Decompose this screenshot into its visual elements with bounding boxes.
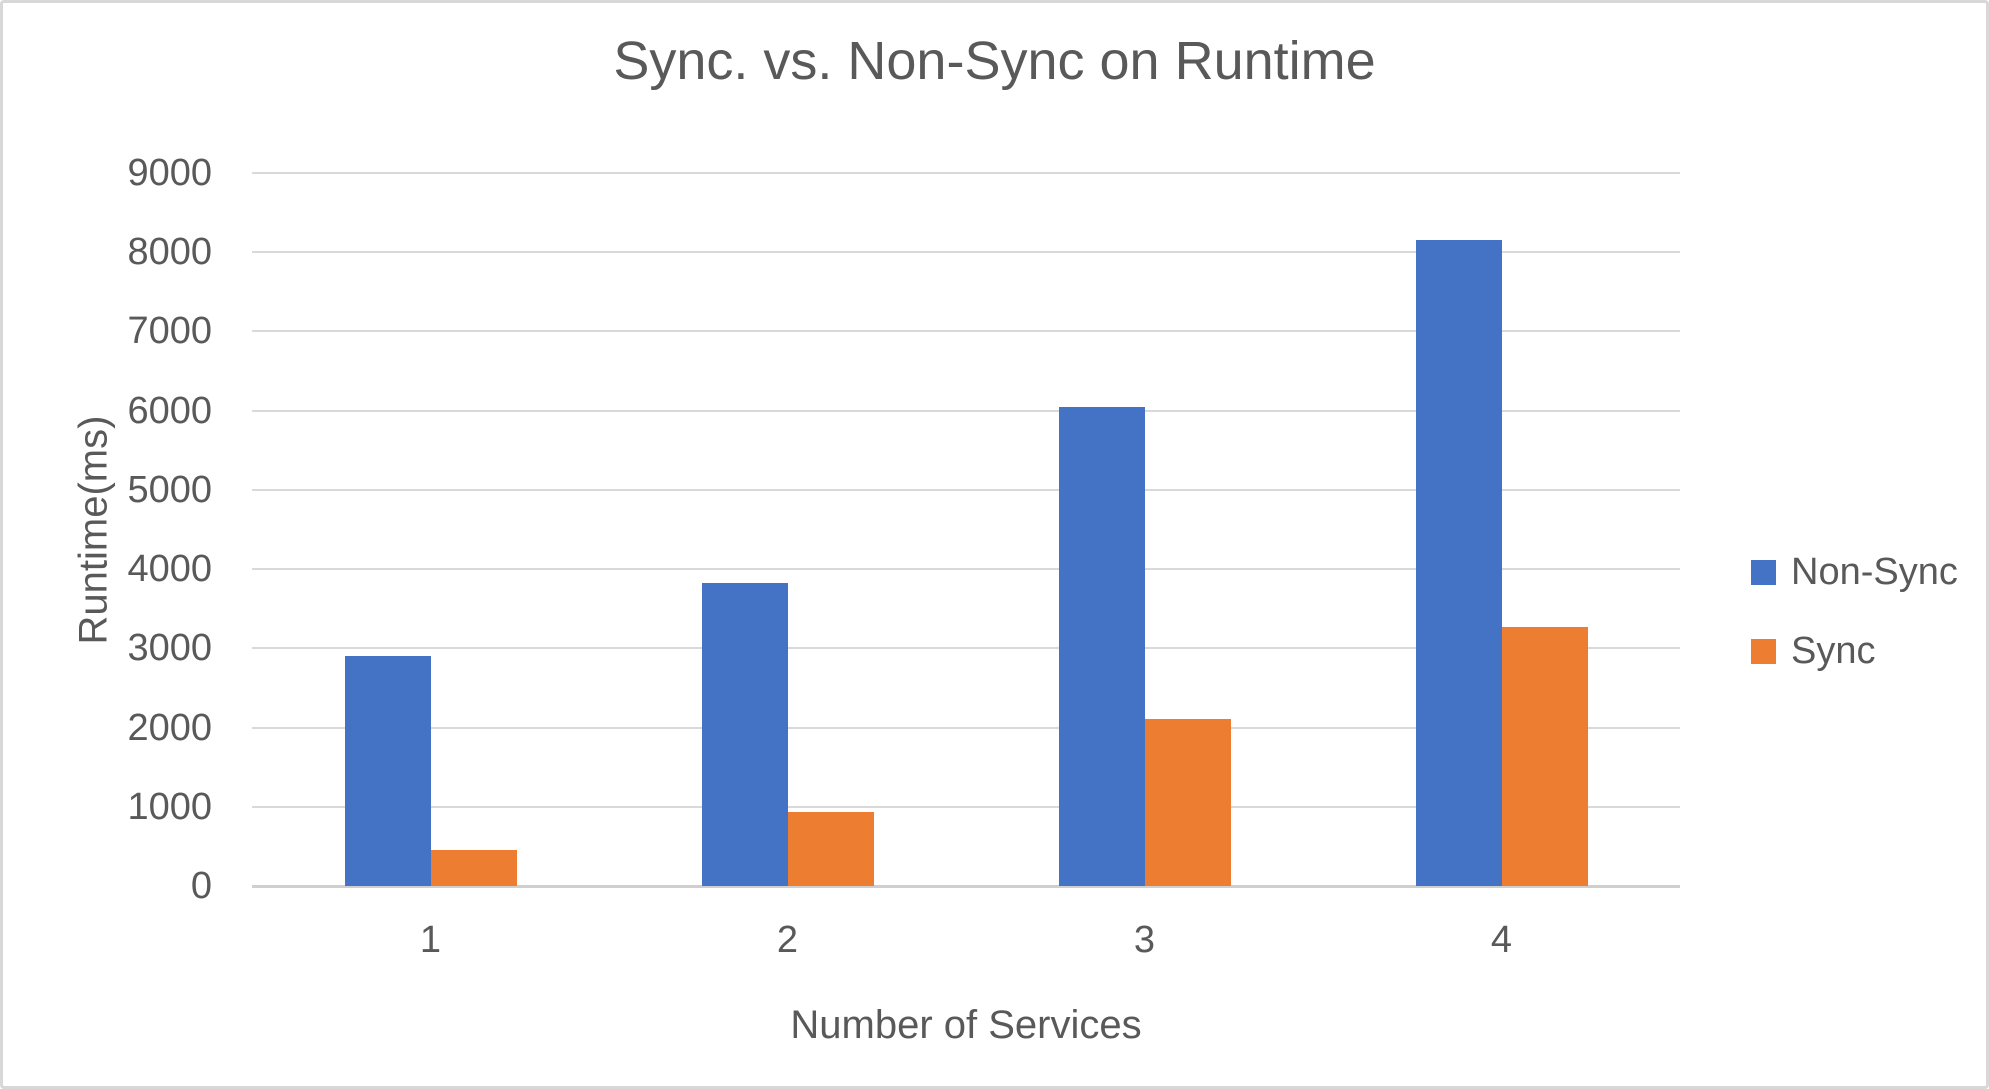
legend-item-sync: Sync: [1751, 630, 1958, 673]
y-tick-label: 3000: [127, 627, 212, 670]
x-axis-line: [252, 885, 1680, 888]
bar-sync-cat3: [1145, 719, 1231, 886]
legend-label-non-sync: Non-Sync: [1791, 551, 1958, 593]
gridline: [252, 409, 1680, 412]
bar-sync-cat4: [1502, 627, 1588, 886]
gridline: [252, 726, 1680, 729]
y-tick-label: 5000: [127, 468, 212, 511]
y-tick-label: 4000: [127, 548, 212, 591]
bar-non-sync-cat2: [702, 583, 788, 886]
x-tick-label: 3: [1133, 919, 1156, 961]
y-axis-title-area: Runtime(ms): [71, 173, 117, 886]
bar-sync-cat2: [788, 812, 874, 886]
x-tick-label: 4: [1490, 919, 1513, 961]
x-tick-label: 1: [419, 919, 442, 961]
gridline: [252, 251, 1680, 254]
bar-non-sync-cat1: [345, 656, 431, 886]
gridline: [252, 805, 1680, 808]
y-tick-label: 7000: [127, 310, 212, 353]
plot-area: 0 1000 2000 3000 4000 5000 6000 7000 8000 9000 1 2 3…: [127, 152, 1680, 961]
gridline: [252, 488, 1680, 491]
chart-title: Sync. vs. Non-Sync on Runtime: [613, 31, 1376, 91]
legend-label-sync: Sync: [1791, 630, 1876, 672]
y-tick-label: 0: [190, 865, 212, 907]
gridline: [252, 330, 1680, 333]
y-tick-label: 9000: [127, 152, 212, 194]
legend-swatch-non-sync: [1751, 560, 1776, 585]
legend-item-non-sync: Non-Sync: [1751, 551, 1958, 594]
legend-swatch-sync: [1751, 639, 1776, 664]
x-tick-label: 2: [776, 919, 799, 961]
bar-sync-cat1: [431, 850, 517, 886]
y-tick-label: 1000: [127, 785, 212, 828]
x-axis-title: Number of Services: [790, 1003, 1142, 1047]
gridline: [252, 647, 1680, 650]
bar-non-sync-cat4: [1416, 240, 1502, 886]
gridline: [252, 172, 1680, 174]
bar-non-sync-cat3: [1059, 407, 1145, 886]
legend: Non-Sync Sync: [1751, 551, 1958, 673]
gridline: [252, 568, 1680, 571]
y-tick-label: 8000: [127, 231, 212, 274]
y-tick-label: 2000: [127, 706, 212, 749]
y-tick-label: 6000: [127, 389, 212, 432]
y-axis-title: Runtime(ms): [71, 415, 116, 644]
